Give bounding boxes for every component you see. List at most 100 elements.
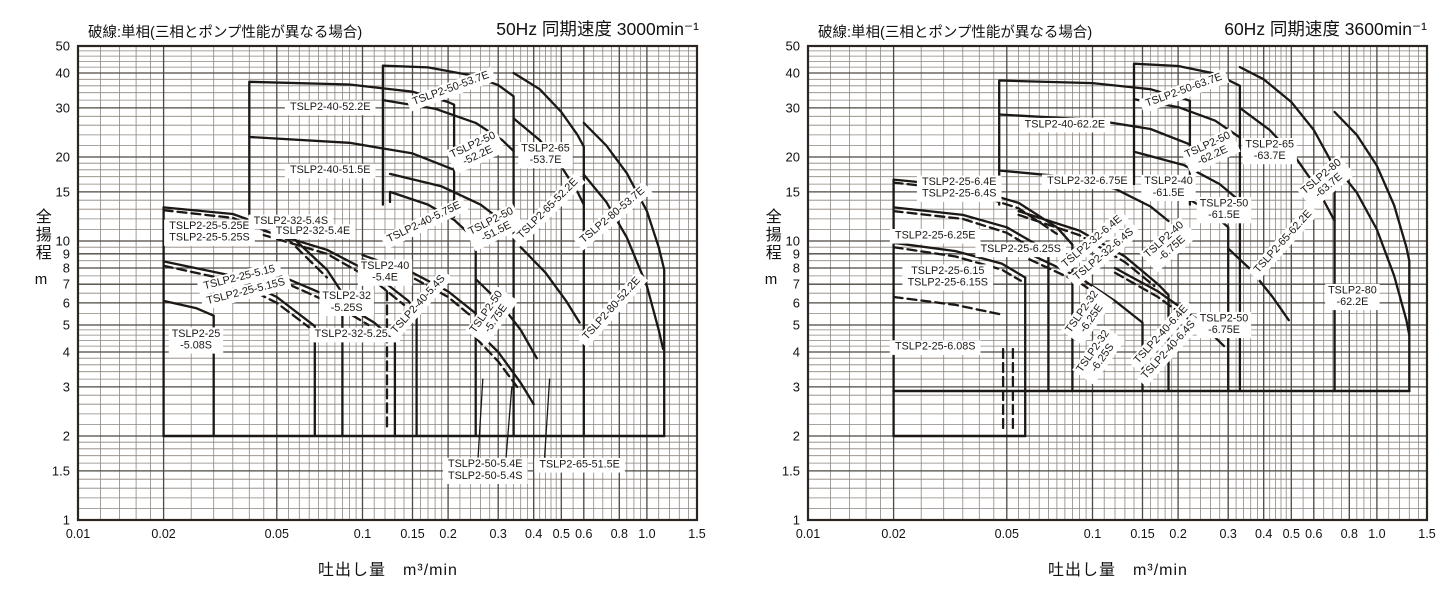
svg-text:TSLP2-65: TSLP2-65 <box>1245 138 1294 150</box>
svg-text:TSLP2-32-6.75E: TSLP2-32-6.75E <box>1047 175 1127 187</box>
pump-model-label: TSLP2-65-51.5E <box>534 458 625 473</box>
svg-text:0.02: 0.02 <box>151 527 175 541</box>
svg-text:-61.5E: -61.5E <box>1208 209 1240 221</box>
pump-model-label: TSLP2-65-62.2E <box>1247 203 1320 281</box>
chart-60hz-dashed-line-note: 破線:単相(三相とポンプ性能が異なる場合) <box>818 25 1093 41</box>
svg-text:1.0: 1.0 <box>638 527 655 541</box>
pump-model-label: TSLP2-80-63.7E <box>1296 154 1355 210</box>
svg-text:0.4: 0.4 <box>525 527 542 541</box>
pump-model-label: TSLP2-40-51.5E <box>284 163 376 179</box>
svg-text:0.05: 0.05 <box>265 527 289 541</box>
svg-text:0.6: 0.6 <box>1305 527 1322 541</box>
pump-model-label: TSLP2-80-62.2E <box>1325 283 1380 311</box>
svg-text:9: 9 <box>793 246 800 261</box>
svg-text:20: 20 <box>56 150 70 165</box>
chart-50hz-title: 50Hz 同期速度 3000min⁻¹ <box>496 19 699 39</box>
svg-text:TSLP2-40-51.5E: TSLP2-40-51.5E <box>290 164 370 176</box>
svg-text:TSLP2-25-6.25S: TSLP2-25-6.25S <box>981 243 1061 255</box>
svg-text:50: 50 <box>786 39 800 54</box>
svg-text:0.5: 0.5 <box>553 527 570 541</box>
svg-text:8: 8 <box>63 261 70 276</box>
pump-model-label: TSLP2-32-6.75E <box>1042 174 1133 190</box>
svg-text:20: 20 <box>786 150 800 165</box>
svg-text:-63.7E: -63.7E <box>1254 150 1286 162</box>
svg-text:TSLP2-32: TSLP2-32 <box>322 290 371 302</box>
svg-text:TSLP2-25-6.25E: TSLP2-25-6.25E <box>895 229 975 241</box>
svg-text:2: 2 <box>793 429 800 444</box>
svg-text:30: 30 <box>56 100 70 115</box>
svg-text:7: 7 <box>63 277 70 292</box>
svg-text:0.8: 0.8 <box>611 527 628 541</box>
svg-text:TSLP2-50: TSLP2-50 <box>1200 312 1249 324</box>
pump-model-label: TSLP2-40-6.75E <box>1139 216 1198 273</box>
svg-text:4: 4 <box>63 345 70 360</box>
svg-text:TSLP2-50-5.4S: TSLP2-50-5.4S <box>448 470 522 482</box>
svg-text:-6.75E: -6.75E <box>1208 324 1240 336</box>
y-axis-unit: m <box>764 271 778 288</box>
svg-text:0.8: 0.8 <box>1341 527 1358 541</box>
svg-text:TSLP2-40-52.2E: TSLP2-40-52.2E <box>290 101 370 113</box>
svg-text:TSLP2-25-6.15: TSLP2-25-6.15 <box>911 265 984 277</box>
svg-text:TSLP2-25-6.4E: TSLP2-25-6.4E <box>922 176 996 188</box>
svg-text:-62.2E: -62.2E <box>1336 296 1368 308</box>
pump-model-label: TSLP2-65-63.7E <box>1242 138 1297 165</box>
svg-text:TSLP2-25-6.15S: TSLP2-25-6.15S <box>908 276 988 288</box>
pump-model-label: TSLP2-25-6.25E <box>889 229 981 244</box>
svg-text:0.2: 0.2 <box>439 527 456 541</box>
pump-model-label: TSLP2-80-52.2E <box>576 270 648 348</box>
svg-text:50: 50 <box>56 39 70 54</box>
svg-text:9: 9 <box>63 246 70 261</box>
svg-text:TSLP2-32-5.25E: TSLP2-32-5.25E <box>315 328 395 340</box>
pump-model-label: TSLP2-32-5.4E <box>270 224 356 239</box>
svg-text:0.2: 0.2 <box>1169 527 1186 541</box>
pump-model-label: TSLP2-50-61.5E <box>1196 197 1252 224</box>
svg-text:10: 10 <box>786 234 800 249</box>
svg-text:TSLP2-40-62.2E: TSLP2-40-62.2E <box>1025 118 1105 130</box>
pump-model-label: TSLP2-32-5.25E <box>309 327 401 343</box>
svg-text:TSLP2-25-5.25S: TSLP2-25-5.25S <box>169 232 249 244</box>
svg-text:5: 5 <box>63 318 70 333</box>
svg-text:1.0: 1.0 <box>1368 527 1385 541</box>
pump-model-label: TSLP2-25-6.25S <box>975 242 1067 258</box>
pump-model-label: TSLP2-40-5.4E <box>357 259 413 286</box>
svg-text:1: 1 <box>63 513 70 528</box>
svg-text:TSLP2-40-5.75E: TSLP2-40-5.75E <box>385 199 463 245</box>
pump-model-label: TSLP2-50-51.5E <box>463 203 525 252</box>
svg-text:15: 15 <box>56 184 70 199</box>
svg-text:4: 4 <box>793 345 800 360</box>
svg-text:TSLP2-80: TSLP2-80 <box>1328 284 1377 296</box>
pump-model-label: TSLP2-40-52.2E <box>284 100 376 116</box>
svg-text:-5.08S: -5.08S <box>180 339 212 351</box>
svg-text:5: 5 <box>793 318 800 333</box>
svg-text:0.6: 0.6 <box>575 527 592 541</box>
chart-50hz-dashed-line-note: 破線:単相(三相とポンプ性能が異なる場合) <box>88 25 363 41</box>
svg-text:0.4: 0.4 <box>1255 527 1272 541</box>
svg-text:0.1: 0.1 <box>1084 527 1101 541</box>
svg-text:TSLP2-50-5.4E: TSLP2-50-5.4E <box>448 458 522 470</box>
svg-text:10: 10 <box>56 234 70 249</box>
y-axis-label-text: 全揚程 <box>762 208 780 262</box>
svg-text:TSLP2-32-5.4E: TSLP2-32-5.4E <box>276 225 350 237</box>
svg-text:-53.7E: -53.7E <box>530 154 562 166</box>
svg-text:6: 6 <box>793 295 800 310</box>
svg-text:3: 3 <box>63 379 70 394</box>
svg-text:0.15: 0.15 <box>1130 527 1154 541</box>
svg-text:0.3: 0.3 <box>490 527 507 541</box>
svg-text:0.02: 0.02 <box>881 527 905 541</box>
svg-text:0.15: 0.15 <box>400 527 424 541</box>
svg-text:3: 3 <box>793 379 800 394</box>
svg-text:0.05: 0.05 <box>995 527 1019 541</box>
svg-text:0.01: 0.01 <box>66 527 90 541</box>
svg-text:7: 7 <box>793 277 800 292</box>
svg-text:0.5: 0.5 <box>1283 527 1300 541</box>
svg-text:TSLP2-25-6.4S: TSLP2-25-6.4S <box>922 188 996 200</box>
pump-model-label: TSLP2-50-6.75E <box>1196 311 1252 339</box>
svg-text:-5.4E: -5.4E <box>372 272 398 284</box>
svg-text:TSLP2-65-52.2E: TSLP2-65-52.2E <box>515 176 580 241</box>
svg-text:8: 8 <box>793 261 800 276</box>
